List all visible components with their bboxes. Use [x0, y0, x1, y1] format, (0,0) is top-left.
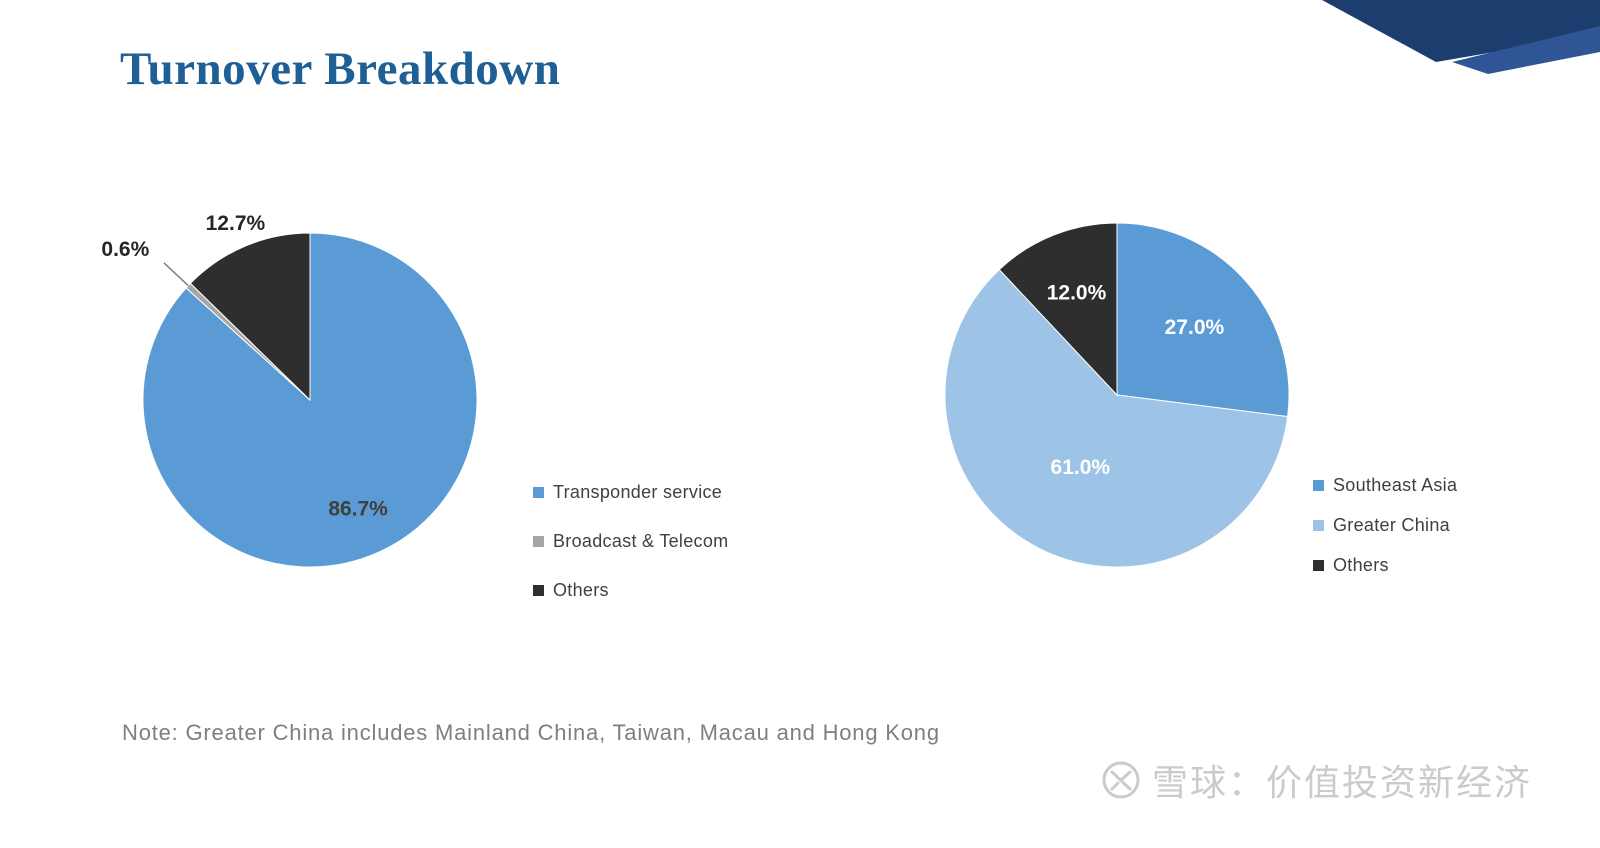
pie-chart-region: 27.0% 61.0% 12.0%: [944, 222, 1290, 568]
note-text: Note: Greater China includes Mainland Ch…: [122, 720, 940, 745]
pie-data-label-southeast-asia: 27.0%: [1165, 316, 1225, 339]
pie-data-label-others: 12.7%: [206, 212, 266, 235]
legend-swatch-icon: [1313, 520, 1324, 531]
pie-data-label-transponder-service: 86.7%: [328, 497, 388, 520]
legend-swatch-icon: [1313, 560, 1324, 571]
legend-item-others: Others: [533, 580, 728, 601]
pie-data-label-broadcast-telecom: 0.6%: [101, 238, 149, 261]
pie-chart-business: 86.7% 0.6% 12.7%: [101, 212, 478, 568]
pie-data-label-greater-china: 61.0%: [1051, 456, 1111, 479]
pie-data-label-others: 12.0%: [1047, 282, 1107, 305]
legend-item-southeast-asia: Southeast Asia: [1313, 475, 1457, 496]
legend-label: Others: [553, 580, 609, 600]
watermark-text: 雪球：价值投资新经济: [1151, 762, 1532, 803]
legend-swatch-icon: [1313, 480, 1324, 491]
ribbon-navy-shape: [1322, 0, 1600, 62]
legend-label: Others: [1333, 555, 1389, 575]
legend-label: Transponder service: [553, 482, 723, 502]
pie-slice-southeast-asia: [1116, 222, 1290, 418]
legend-business: Transponder service Broadcast & Telecom Ot…: [533, 482, 728, 601]
pie-slice-greater-china: [944, 268, 1289, 568]
ribbon-blue-shape: [1452, 26, 1600, 74]
legend-swatch-icon: [533, 585, 544, 596]
watermark: 雪球：价值投资新经济: [1100, 754, 1532, 806]
legend-label: Southeast Asia: [1333, 475, 1458, 495]
legend-item-greater-china: Greater China: [1313, 515, 1457, 536]
leader-line: [163, 262, 189, 287]
legend-item-transponder-service: Transponder service: [533, 482, 728, 503]
xueqiu-logo-icon: [1102, 761, 1140, 799]
legend-swatch-icon: [533, 536, 544, 547]
legend-region: Southeast Asia Greater China Others: [1313, 475, 1457, 576]
slide-title: Turnover Breakdown: [120, 43, 561, 95]
pie-slice-others: [998, 222, 1118, 397]
pie-slice-others: [189, 232, 311, 402]
legend-swatch-icon: [533, 487, 544, 498]
legend-label: Broadcast & Telecom: [553, 531, 729, 551]
legend-label: Greater China: [1333, 515, 1450, 535]
legend-item-others: Others: [1313, 555, 1457, 576]
legend-item-broadcast-telecom: Broadcast & Telecom: [533, 531, 728, 552]
